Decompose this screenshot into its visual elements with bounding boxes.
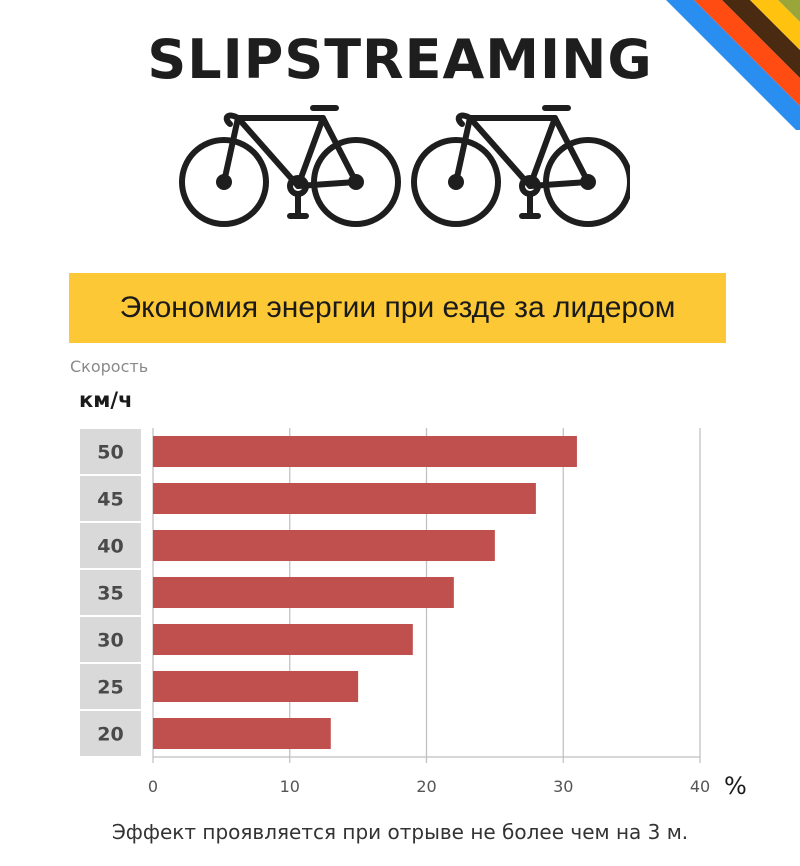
category-box xyxy=(80,664,141,709)
stripe xyxy=(778,0,800,22)
decorative-stripes xyxy=(666,0,800,130)
bicycle-icon-right xyxy=(411,105,630,227)
bar xyxy=(153,670,359,703)
category-label: 40 xyxy=(97,536,123,558)
stripe xyxy=(666,0,800,130)
footnote: Эффект проявляется при отрыве не более ч… xyxy=(111,820,689,844)
category-box xyxy=(80,476,141,521)
x-tick-label: 20 xyxy=(416,777,436,796)
bar xyxy=(153,435,577,468)
y-axis-label: Скорость xyxy=(70,357,149,376)
stripe xyxy=(694,0,800,106)
bar xyxy=(153,576,454,609)
chart-title: Экономия энергии при езде за лидером xyxy=(119,291,676,324)
stripe xyxy=(750,0,800,50)
category-box xyxy=(80,523,141,568)
bar xyxy=(153,529,495,562)
bar xyxy=(153,717,331,750)
category-label: 30 xyxy=(97,630,123,652)
category-box xyxy=(80,570,141,615)
chart-title-banner: Экономия энергии при езде за лидером xyxy=(69,273,726,343)
x-tick-label: 40 xyxy=(690,777,710,796)
category-box xyxy=(80,429,141,474)
x-tick-label: 10 xyxy=(280,777,300,796)
bar xyxy=(153,482,536,515)
bicycle-icon-left xyxy=(179,105,401,227)
x-axis-unit: % xyxy=(724,772,747,800)
category-label: 50 xyxy=(97,442,123,464)
category-label: 35 xyxy=(97,583,123,605)
category-box xyxy=(80,711,141,756)
category-label: 45 xyxy=(97,489,123,511)
y-axis-unit: км/ч xyxy=(79,388,133,412)
stripe xyxy=(722,0,800,78)
x-tick-label: 30 xyxy=(553,777,573,796)
bar xyxy=(153,623,413,656)
category-label: 25 xyxy=(97,677,123,699)
bicycles-logo-icon xyxy=(179,105,630,227)
x-tick-label: 0 xyxy=(148,777,158,796)
category-label: 20 xyxy=(97,724,123,746)
logo-title: SLIPSTREAMING xyxy=(147,28,653,91)
category-box xyxy=(80,617,141,662)
